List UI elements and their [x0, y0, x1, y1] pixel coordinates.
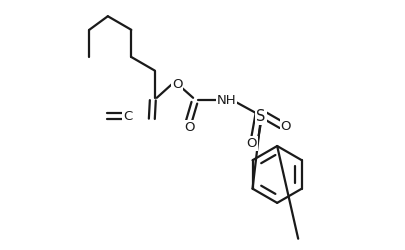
Text: O: O — [184, 121, 194, 134]
Text: NH: NH — [216, 94, 236, 107]
Text: O: O — [245, 137, 256, 150]
Text: S: S — [256, 109, 265, 124]
Text: O: O — [280, 120, 290, 133]
Text: C: C — [123, 110, 132, 123]
Text: O: O — [171, 78, 182, 91]
